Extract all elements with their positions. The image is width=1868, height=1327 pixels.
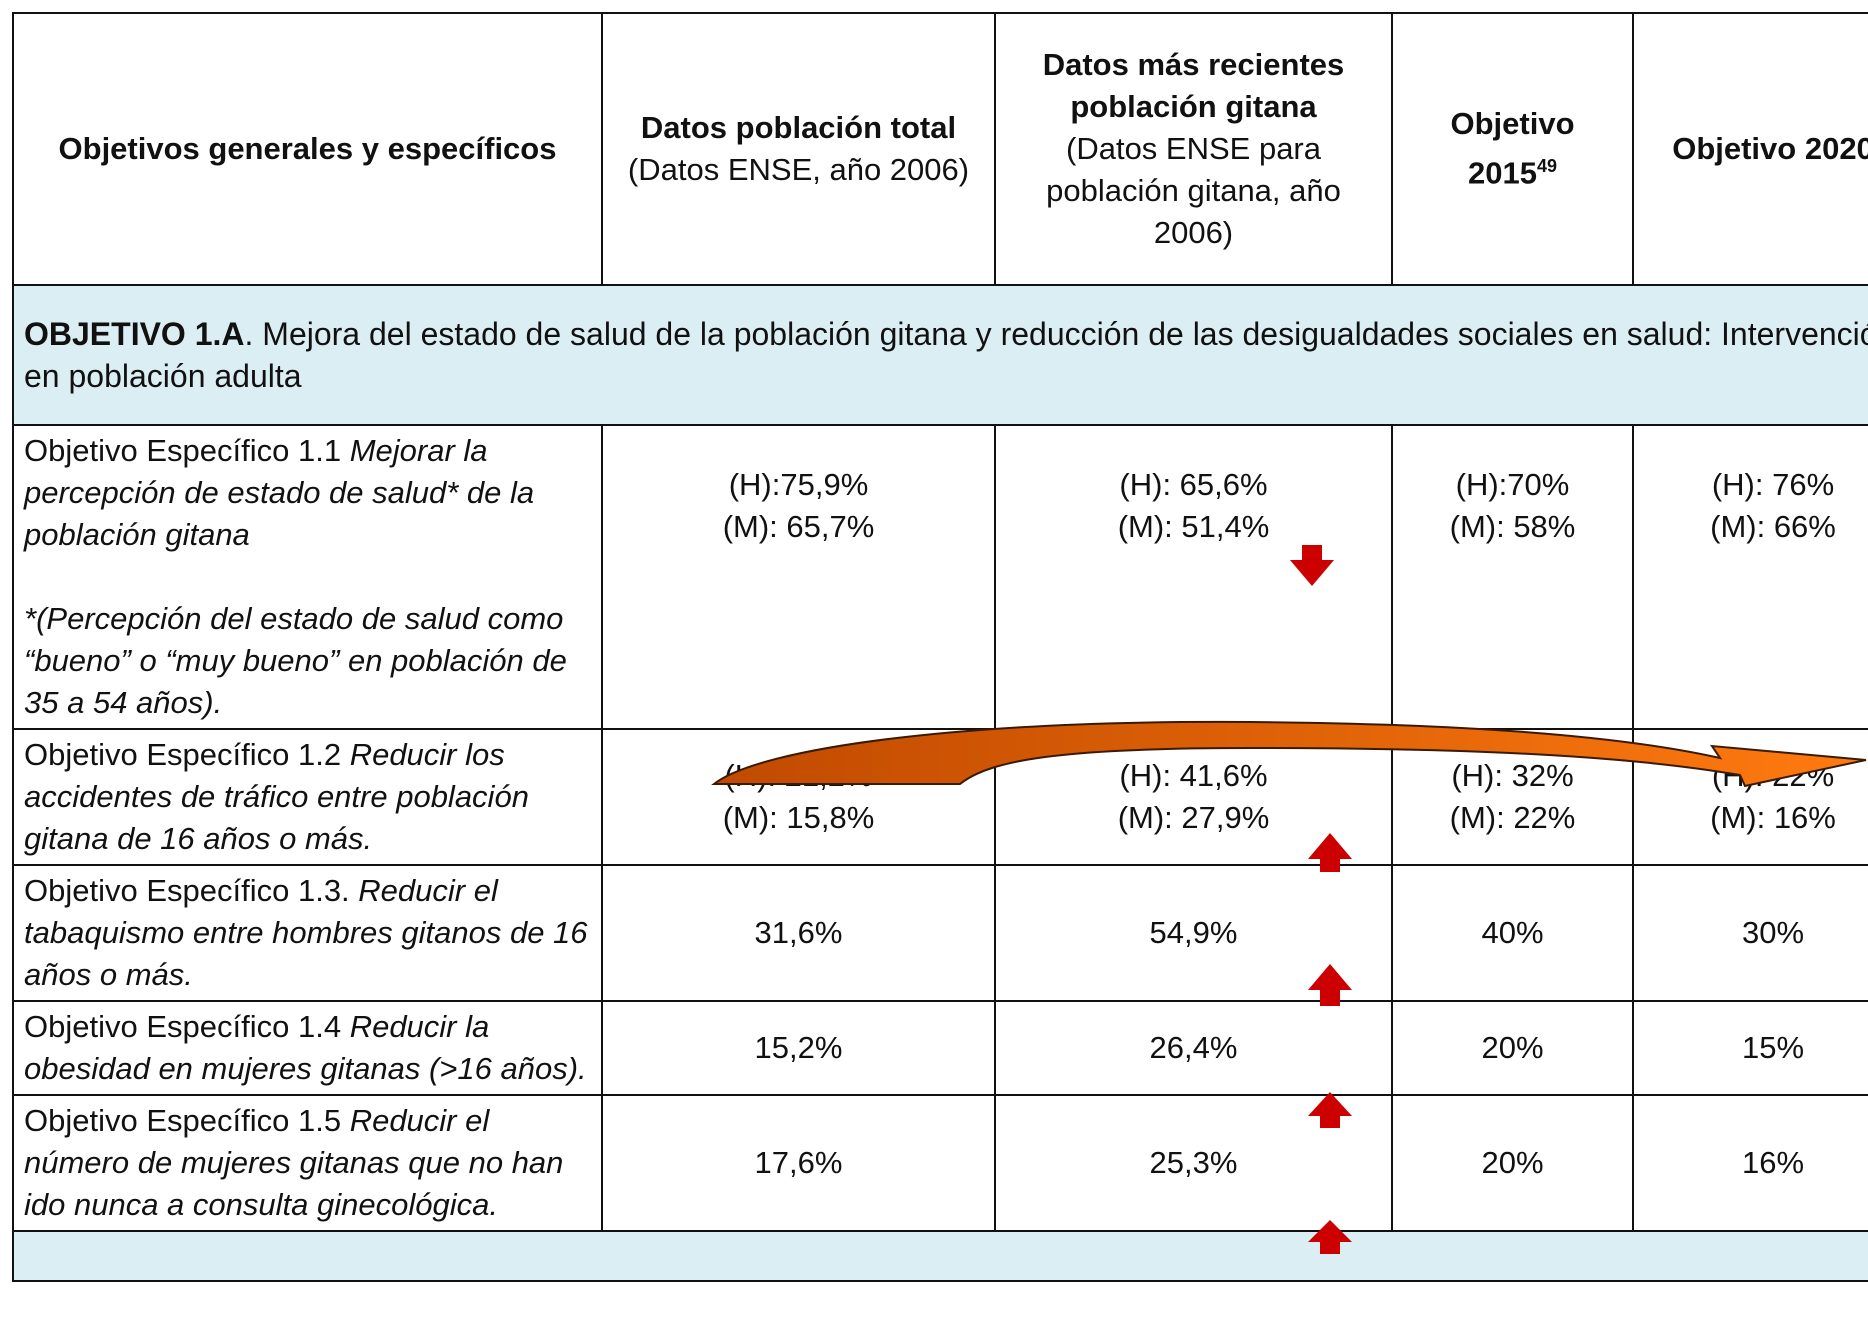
table-body: Objetivos generales y específicos Datos p… (12, 12, 1868, 1282)
value-line: (M): 16% (1710, 800, 1836, 835)
header-note: (Datos ENSE para población gitana, año 2… (1046, 131, 1341, 250)
header-cell: Objetivo 2020 (1632, 12, 1868, 286)
blank-cell (12, 1230, 1868, 1282)
value-cell: (H):70% (M): 58% (1391, 424, 1634, 730)
value-line: (H): 41,6% (1119, 758, 1268, 793)
down-arrow (1290, 545, 1334, 586)
value-line: (H):70% (1455, 467, 1570, 502)
value-line: 25,3% (1149, 1145, 1238, 1180)
value-line: 20% (1481, 1145, 1544, 1180)
objective-description: Reducir el tabaquismo entre hombres gita… (24, 873, 588, 992)
header-title: Datos población total (640, 110, 957, 145)
header-title: Datos más recientes población gitana (1042, 47, 1345, 124)
value-line: (M): 65,7% (722, 509, 875, 544)
header-note: (Datos ENSE, año 2006) (627, 152, 970, 187)
value-cell: 40% (1391, 864, 1634, 1002)
value-cell: 20% (1391, 1094, 1634, 1232)
value-line: (M): 27,9% (1117, 800, 1270, 835)
header-cell: Datos más recientes población gitana (Dat… (994, 12, 1393, 286)
value-cell: 15% (1632, 1000, 1868, 1096)
value-line: 15,2% (754, 1030, 843, 1065)
objective-row: Objetivo Específico 1.1 Mejorar la perce… (12, 424, 1868, 730)
value-line: (M): 15,8% (722, 800, 875, 835)
objective-row: Objetivo Específico 1.2 Reducir los acci… (12, 728, 1868, 866)
section-text: . Mejora del estado de salud de la pobla… (24, 316, 1868, 394)
value-line: 54,9% (1149, 915, 1238, 950)
objective-label: Objetivo Específico 1.2 (24, 737, 342, 772)
objective-description: Mejorar la percepción de estado de salud… (24, 433, 535, 552)
objective-label: Objetivo Específico 1.3. (24, 873, 350, 908)
objective-label: Objetivo Específico 1.5 (24, 1103, 342, 1138)
value-line: (H):75,9% (728, 467, 869, 502)
header-title: Objetivo 2020 (1672, 131, 1868, 166)
section-code: OBJETIVO 1.A (24, 316, 245, 352)
value-cell: 31,6% (601, 864, 996, 1002)
header-cell: Objetivo 201549 (1391, 12, 1634, 286)
objective-description: Reducir la obesidad en mujeres gitanas (… (24, 1009, 587, 1086)
objective-label: Objetivo Específico 1.4 (24, 1009, 342, 1044)
value-cell: 16% (1632, 1094, 1868, 1232)
curved-arrow (711, 720, 1867, 788)
objective-description: Reducir el número de mujeres gitanas que… (24, 1103, 564, 1222)
value-cell: (H):75,9% (M): 65,7% (601, 424, 996, 730)
value-line: (H): 65,6% (1119, 467, 1268, 502)
objective-label: Objetivo Específico 1.1 (24, 433, 342, 468)
header-row: Objetivos generales y específicos Datos p… (12, 12, 1868, 286)
objective-cell: Objetivo Específico 1.5 Reducir el númer… (12, 1094, 603, 1232)
section-cell: OBJETIVO 1.A. Mejora del estado de salud… (12, 284, 1868, 426)
objective-note: *(Percepción del estado de salud como “b… (24, 601, 567, 720)
objective-cell: Objetivo Específico 1.1 Mejorar la perce… (12, 424, 603, 730)
up-arrow (1308, 1220, 1352, 1254)
objective-row: Objetivo Específico 1.4 Reducir la obesi… (12, 1000, 1868, 1096)
objective-cell: Objetivo Específico 1.4 Reducir la obesi… (12, 1000, 603, 1096)
value-line: (M): 51,4% (1117, 509, 1270, 544)
footnote-ref: 49 (1536, 156, 1557, 177)
value-line: (M): 22% (1449, 800, 1576, 835)
value-line: 40% (1481, 915, 1544, 950)
value-cell: 30% (1632, 864, 1868, 1002)
header-title: Objetivos generales y específicos (58, 131, 557, 166)
up-arrow (1308, 1092, 1352, 1128)
value-line: (H): 76% (1711, 467, 1835, 502)
value-cell: 20% (1391, 1000, 1634, 1096)
value-line: (H): 32% (1451, 758, 1574, 793)
value-line: 31,6% (754, 915, 843, 950)
up-arrow (1308, 964, 1352, 1006)
value-cell: 17,6% (601, 1094, 996, 1232)
value-cell: 26,4% (994, 1000, 1393, 1096)
value-line: 16% (1741, 1145, 1805, 1180)
value-cell: 15,2% (601, 1000, 996, 1096)
section-row: OBJETIVO 1.A. Mejora del estado de salud… (12, 284, 1868, 426)
up-arrow (1308, 833, 1352, 872)
header-title: Objetivo 201549 (1450, 106, 1575, 191)
objectives-table: Objetivos generales y específicos Datos p… (12, 12, 1868, 1282)
value-line: 20% (1481, 1030, 1544, 1065)
objective-cell: Objetivo Específico 1.3. Reducir el taba… (12, 864, 603, 1002)
value-line: 17,6% (754, 1145, 843, 1180)
value-cell: (H): 76% (M): 66% (1632, 424, 1868, 730)
objective-description: Reducir los accidentes de tráfico entre … (24, 737, 529, 856)
value-cell: (H): 32% (M): 22% (1391, 728, 1634, 866)
value-line: 26,4% (1149, 1030, 1238, 1065)
objective-row: Objetivo Específico 1.3. Reducir el taba… (12, 864, 1868, 1002)
value-line: 30% (1741, 915, 1805, 950)
value-line: (M): 58% (1449, 509, 1576, 544)
blank-row (12, 1230, 1868, 1282)
value-line: (M): 66% (1710, 509, 1836, 544)
value-line: 15% (1741, 1030, 1805, 1065)
header-cell: Datos población total (Datos ENSE, año 20… (601, 12, 996, 286)
header-cell: Objetivos generales y específicos (12, 12, 603, 286)
objective-cell: Objetivo Específico 1.2 Reducir los acci… (12, 728, 603, 866)
